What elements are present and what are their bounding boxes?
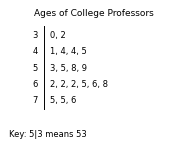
Text: 5: 5	[32, 64, 38, 73]
Text: 1, 4, 4, 5: 1, 4, 4, 5	[50, 47, 86, 56]
Text: 7: 7	[32, 96, 38, 105]
Text: 3: 3	[32, 31, 38, 40]
Text: Key: 5|3 means 53: Key: 5|3 means 53	[9, 130, 87, 139]
Text: 0, 2: 0, 2	[50, 31, 66, 40]
Text: 4: 4	[32, 47, 38, 56]
Text: 5, 5, 6: 5, 5, 6	[50, 96, 76, 105]
Text: 2, 2, 2, 5, 6, 8: 2, 2, 2, 5, 6, 8	[50, 80, 108, 89]
Text: 3, 5, 8, 9: 3, 5, 8, 9	[50, 64, 87, 73]
Text: Ages of College Professors: Ages of College Professors	[34, 9, 154, 17]
Text: 6: 6	[32, 80, 38, 89]
